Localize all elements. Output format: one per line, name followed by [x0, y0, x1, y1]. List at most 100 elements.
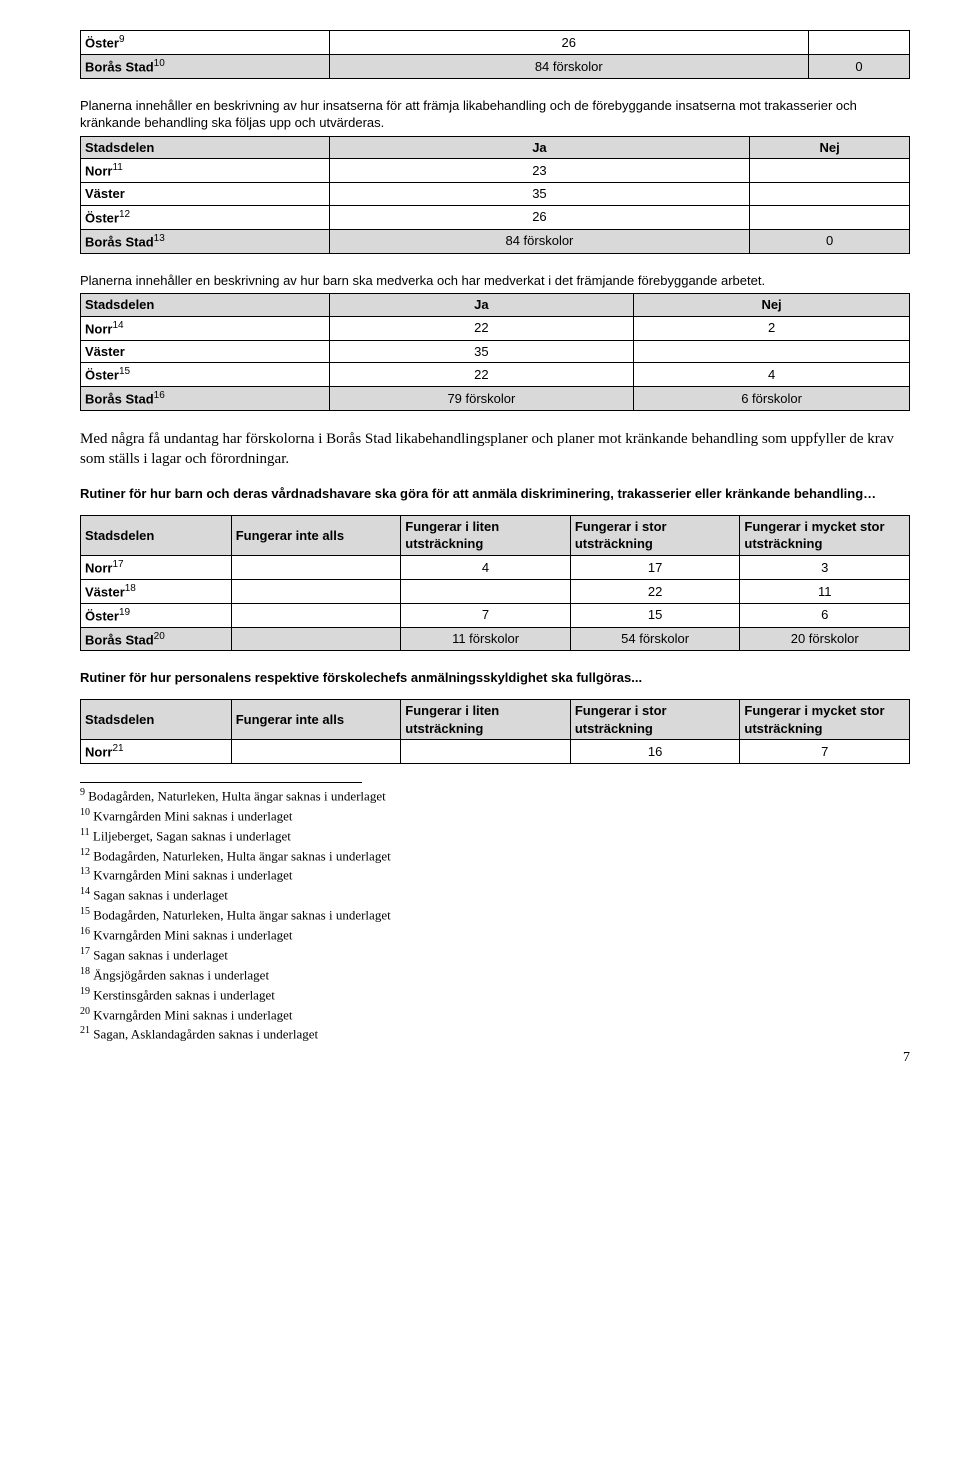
- cell: 16: [570, 740, 740, 764]
- table-row: Borås Stad2011 förskolor54 förskolor20 f…: [81, 627, 910, 651]
- t3-h1: Stadsdelen: [81, 294, 330, 317]
- cell: [231, 555, 401, 579]
- table-row: Norr1123: [81, 159, 910, 183]
- table-3: Stadsdelen Ja Nej Norr14222Väster35Öster…: [80, 293, 910, 411]
- t2-h1: Stadsdelen: [81, 136, 330, 159]
- cell: [401, 740, 571, 764]
- t4-h3: Fungerar i liten utsträckning: [401, 515, 571, 555]
- row-label: Öster12: [81, 205, 330, 229]
- cell: 11 förskolor: [401, 627, 571, 651]
- footnote: 14 Sagan saknas i underlaget: [80, 885, 910, 904]
- cell: 26: [329, 31, 808, 55]
- cell: 7: [740, 740, 910, 764]
- cell: [750, 205, 910, 229]
- footnote: 10 Kvarngården Mini saknas i underlaget: [80, 806, 910, 825]
- footnote: 13 Kvarngården Mini saknas i underlaget: [80, 865, 910, 884]
- table-1: Öster926Borås Stad1084 förskolor0: [80, 30, 910, 79]
- footnote: 17 Sagan saknas i underlaget: [80, 945, 910, 964]
- t5-h2: Fungerar inte alls: [231, 700, 401, 740]
- cell: 6: [740, 603, 910, 627]
- row-label: Öster19: [81, 603, 232, 627]
- table-row: Norr14222: [81, 316, 910, 340]
- table-row: Öster19 7156: [81, 603, 910, 627]
- intro-2: Planerna innehåller en beskrivning av hu…: [80, 97, 910, 132]
- footnote: 9 Bodagården, Naturleken, Hulta ängar sa…: [80, 786, 910, 805]
- t4-h1: Stadsdelen: [81, 515, 232, 555]
- footnote: 19 Kerstinsgården saknas i underlaget: [80, 985, 910, 1004]
- row-label: Norr21: [81, 740, 232, 764]
- cell: [634, 340, 910, 363]
- footnote: 21 Sagan, Asklandagården saknas i underl…: [80, 1024, 910, 1043]
- t4-h2: Fungerar inte alls: [231, 515, 401, 555]
- row-label: Väster: [81, 183, 330, 206]
- row-label: Borås Stad10: [81, 54, 330, 78]
- cell: [401, 579, 571, 603]
- row-label: Väster18: [81, 579, 232, 603]
- cell: [231, 579, 401, 603]
- cell: [750, 183, 910, 206]
- row-label: Borås Stad16: [81, 386, 330, 410]
- cell: 20 förskolor: [740, 627, 910, 651]
- t2-h2: Ja: [329, 136, 750, 159]
- t3-h2: Ja: [329, 294, 633, 317]
- section-5-title: Rutiner för hur personalens respektive f…: [80, 669, 910, 687]
- cell: 23: [329, 159, 750, 183]
- cell: 0: [808, 54, 909, 78]
- table-row: Borås Stad1679 förskolor6 förskolor: [81, 386, 910, 410]
- body-paragraph: Med några få undantag har förskolorna i …: [80, 429, 910, 470]
- row-label: Öster9: [81, 31, 330, 55]
- cell: 15: [570, 603, 740, 627]
- table-4: Stadsdelen Fungerar inte alls Fungerar i…: [80, 515, 910, 652]
- cell: 79 förskolor: [329, 386, 633, 410]
- table-row: Öster15224: [81, 363, 910, 387]
- cell: 6 förskolor: [634, 386, 910, 410]
- t5-h4: Fungerar i stor utsträckning: [570, 700, 740, 740]
- row-label: Borås Stad13: [81, 229, 330, 253]
- page-number: 7: [80, 1049, 910, 1068]
- table-row: Öster1226: [81, 205, 910, 229]
- footnote: 12 Bodagården, Naturleken, Hulta ängar s…: [80, 846, 910, 865]
- table-row: Väster35: [81, 183, 910, 206]
- footnote: 16 Kvarngården Mini saknas i underlaget: [80, 925, 910, 944]
- cell: [231, 603, 401, 627]
- section-4-title: Rutiner för hur barn och deras vårdnadsh…: [80, 485, 910, 503]
- cell: 4: [634, 363, 910, 387]
- row-label: Norr14: [81, 316, 330, 340]
- row-label: Borås Stad20: [81, 627, 232, 651]
- cell: 22: [329, 363, 633, 387]
- footnote: 18 Ängsjögården saknas i underlaget: [80, 965, 910, 984]
- cell: 22: [570, 579, 740, 603]
- cell: 2: [634, 316, 910, 340]
- t4-h4: Fungerar i stor utsträckning: [570, 515, 740, 555]
- t3-h3: Nej: [634, 294, 910, 317]
- table-row: Borås Stad1084 förskolor0: [81, 54, 910, 78]
- cell: 3: [740, 555, 910, 579]
- t5-h3: Fungerar i liten utsträckning: [401, 700, 571, 740]
- row-label: Norr11: [81, 159, 330, 183]
- footnotes: 9 Bodagården, Naturleken, Hulta ängar sa…: [80, 786, 910, 1043]
- row-label: Väster: [81, 340, 330, 363]
- cell: 35: [329, 340, 633, 363]
- cell: 7: [401, 603, 571, 627]
- cell: 26: [329, 205, 750, 229]
- table-5: Stadsdelen Fungerar inte alls Fungerar i…: [80, 699, 910, 764]
- t5-h5: Fungerar i mycket stor utsträckning: [740, 700, 910, 740]
- t2-h3: Nej: [750, 136, 910, 159]
- cell: 0: [750, 229, 910, 253]
- cell: 11: [740, 579, 910, 603]
- table-row: Borås Stad1384 förskolor0: [81, 229, 910, 253]
- footnote: 20 Kvarngården Mini saknas i underlaget: [80, 1005, 910, 1024]
- row-label: Norr17: [81, 555, 232, 579]
- table-2: Stadsdelen Ja Nej Norr1123Väster35Öster1…: [80, 136, 910, 254]
- cell: [231, 627, 401, 651]
- footnote: 15 Bodagården, Naturleken, Hulta ängar s…: [80, 905, 910, 924]
- cell: 84 förskolor: [329, 229, 750, 253]
- table-row: Norr21 167: [81, 740, 910, 764]
- cell: [231, 740, 401, 764]
- row-label: Öster15: [81, 363, 330, 387]
- footnote: 11 Liljeberget, Sagan saknas i underlage…: [80, 826, 910, 845]
- table-row: Norr174173: [81, 555, 910, 579]
- t5-h1: Stadsdelen: [81, 700, 232, 740]
- cell: 17: [570, 555, 740, 579]
- cell: 84 förskolor: [329, 54, 808, 78]
